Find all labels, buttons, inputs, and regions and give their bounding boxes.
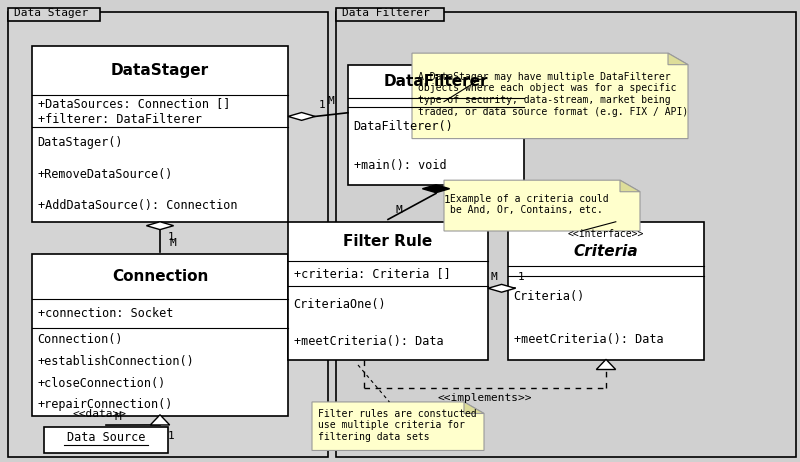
Text: DataStager: DataStager [111,63,209,78]
FancyBboxPatch shape [288,222,488,360]
Text: Data Stager: Data Stager [14,8,89,18]
Text: +AddDataSource(): Connection: +AddDataSource(): Connection [38,200,237,213]
Text: <<interface>>: <<interface>> [568,229,644,239]
Polygon shape [488,284,515,292]
FancyBboxPatch shape [336,12,796,457]
Polygon shape [596,359,616,370]
Text: M: M [170,238,176,248]
Text: <<implements>>: <<implements>> [438,393,532,403]
Text: DataFilterer: DataFilterer [384,74,488,89]
Polygon shape [412,53,688,139]
Text: Criteria(): Criteria() [514,291,585,304]
Text: DataFilterer(): DataFilterer() [354,120,454,133]
Text: +main(): void: +main(): void [354,159,446,172]
Text: Data Filterer: Data Filterer [342,8,430,18]
Polygon shape [150,415,170,425]
Text: +DataSources: Connection []: +DataSources: Connection [] [38,97,230,110]
Text: Connection(): Connection() [38,333,123,346]
Text: +repairConnection(): +repairConnection() [38,398,173,411]
Text: M: M [396,206,402,215]
Polygon shape [620,180,640,192]
FancyBboxPatch shape [44,427,168,453]
Text: +meetCriteria(): Data: +meetCriteria(): Data [294,335,443,348]
Text: +RemoveDataSource(): +RemoveDataSource() [38,168,173,181]
FancyBboxPatch shape [8,8,100,21]
Polygon shape [288,113,315,120]
Text: DataStager(): DataStager() [38,136,123,149]
Polygon shape [444,180,640,231]
Text: <<data>>: <<data>> [72,409,126,419]
Text: +establishConnection(): +establishConnection() [38,355,194,368]
Polygon shape [146,222,174,230]
Polygon shape [312,402,484,450]
FancyBboxPatch shape [32,46,288,222]
Polygon shape [422,185,450,193]
Text: Data Source: Data Source [67,431,145,444]
Text: 1: 1 [444,195,450,205]
FancyBboxPatch shape [348,65,524,185]
Text: +closeConnection(): +closeConnection() [38,377,166,389]
Text: Filter rules are constucted
use multiple criteria for
filtering data sets: Filter rules are constucted use multiple… [318,408,477,442]
Polygon shape [464,402,484,413]
Text: Connection: Connection [112,269,208,284]
Text: 1: 1 [168,431,174,441]
Text: M: M [328,97,334,106]
FancyBboxPatch shape [32,254,288,416]
Polygon shape [668,53,688,65]
Text: +criteria: Criteria []: +criteria: Criteria [] [294,267,450,280]
Text: Criteria: Criteria [574,244,638,260]
FancyBboxPatch shape [8,12,328,457]
Text: Example of a criteria could
be And, Or, Contains, etc.: Example of a criteria could be And, Or, … [450,194,609,215]
Text: Filter Rule: Filter Rule [343,234,433,249]
Text: +connection: Socket: +connection: Socket [38,307,173,321]
Text: CriteriaOne(): CriteriaOne() [294,298,386,311]
Text: +meetCriteria(): Data: +meetCriteria(): Data [514,333,663,346]
FancyBboxPatch shape [336,8,444,21]
Text: M: M [114,413,121,422]
Text: 1: 1 [319,100,326,110]
Text: +filterer: DataFilterer: +filterer: DataFilterer [38,113,202,126]
FancyBboxPatch shape [508,222,704,360]
Text: A DataStager may have multiple DataFilterer
objects where each object was for a : A DataStager may have multiple DataFilte… [418,72,689,116]
Text: M: M [490,272,497,282]
Text: 1: 1 [168,232,174,242]
Text: 1: 1 [518,272,524,282]
